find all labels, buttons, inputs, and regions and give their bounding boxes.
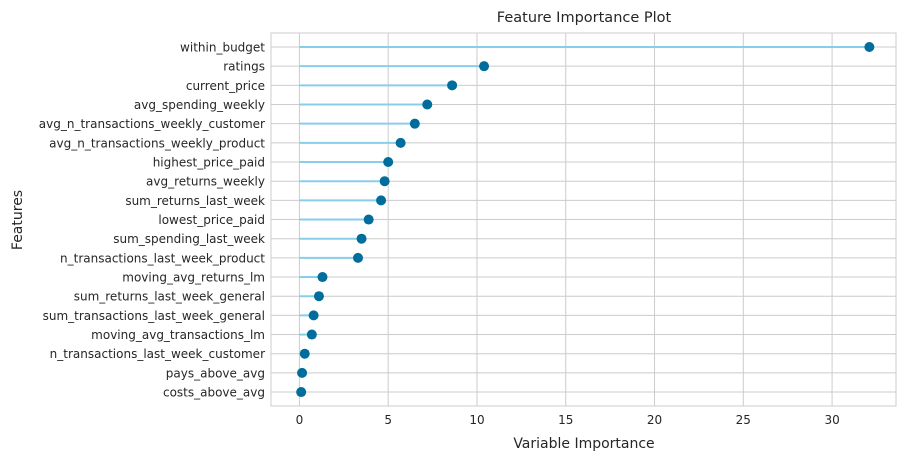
marker-current-price [447, 80, 458, 91]
marker-avg-n-transactions-weekly-product [395, 137, 406, 148]
y-tick-label-sum-returns-last-week-general: sum_returns_last_week_general [74, 290, 265, 304]
marker-sum-returns-last-week [376, 195, 387, 206]
y-tick-label-costs-above-avg: costs_above_avg [163, 386, 265, 400]
y-tick-label-sum-returns-last-week: sum_returns_last_week [125, 194, 265, 208]
y-tick-label-moving-avg-returns-lm: moving_avg_returns_lm [122, 271, 265, 285]
marker-costs-above-avg [296, 387, 307, 398]
y-tick-label-highest-price-paid: highest_price_paid [153, 156, 265, 170]
marker-avg-returns-weekly [379, 176, 390, 187]
y-tick-label-avg-n-transactions-weekly-customer: avg_n_transactions_weekly_customer [39, 117, 265, 131]
marker-moving-avg-returns-lm [317, 272, 328, 283]
y-tick-label-avg-spending-weekly: avg_spending_weekly [134, 98, 265, 112]
marker-avg-spending-weekly [422, 99, 433, 110]
y-tick-label-n-transactions-last-week-product: n_transactions_last_week_product [60, 251, 265, 265]
y-tick-label-sum-transactions-last-week-general: sum_transactions_last_week_general [43, 309, 265, 323]
x-tick-label-25: 25 [736, 413, 751, 427]
chart-title: Feature Importance Plot [497, 10, 672, 26]
marker-ratings [479, 61, 490, 72]
x-tick-label-30: 30 [824, 413, 839, 427]
x-axis-title: Variable Importance [513, 436, 654, 452]
marker-n-transactions-last-week-customer [299, 348, 310, 359]
y-tick-label-avg-n-transactions-weekly-product: avg_n_transactions_weekly_product [49, 136, 265, 150]
x-tick-label-15: 15 [558, 413, 573, 427]
marker-avg-n-transactions-weekly-customer [409, 118, 420, 129]
y-tick-label-current-price: current_price [186, 79, 265, 93]
y-tick-label-lowest-price-paid: lowest_price_paid [158, 213, 265, 227]
y-tick-label-moving-avg-transactions-lm: moving_avg_transactions_lm [91, 328, 265, 342]
lollipop-markers [296, 42, 875, 398]
y-tick-label-within-budget: within_budget [180, 41, 265, 55]
y-axis-title: Features [10, 190, 26, 250]
y-tick-label-n-transactions-last-week-customer: n_transactions_last_week_customer [50, 347, 265, 361]
y-tick-label-avg-returns-weekly: avg_returns_weekly [146, 175, 265, 189]
x-tick-label-0: 0 [296, 413, 304, 427]
x-grid [298, 33, 833, 406]
marker-lowest-price-paid [363, 214, 374, 225]
y-tick-label-pays-above-avg: pays_above_avg [166, 366, 265, 380]
y-tick-label-ratings: ratings [223, 60, 265, 74]
marker-highest-price-paid [383, 157, 394, 168]
marker-moving-avg-transactions-lm [306, 329, 317, 340]
x-tick-labels: 0 5 10 15 20 25 30 [296, 413, 840, 427]
marker-sum-transactions-last-week-general [308, 310, 319, 321]
plot-frame [270, 32, 897, 407]
x-tick-label-10: 10 [469, 413, 484, 427]
marker-pays-above-avg [297, 367, 308, 378]
marker-within-budget [864, 42, 875, 52]
x-tick-label-20: 20 [647, 413, 662, 427]
y-tick-label-sum-spending-last-week: sum_spending_last_week [113, 232, 265, 246]
marker-sum-spending-last-week [356, 233, 367, 244]
marker-n-transactions-last-week-product [353, 252, 364, 263]
marker-sum-returns-last-week-general [313, 291, 324, 302]
x-tick-label-5: 5 [384, 413, 392, 427]
